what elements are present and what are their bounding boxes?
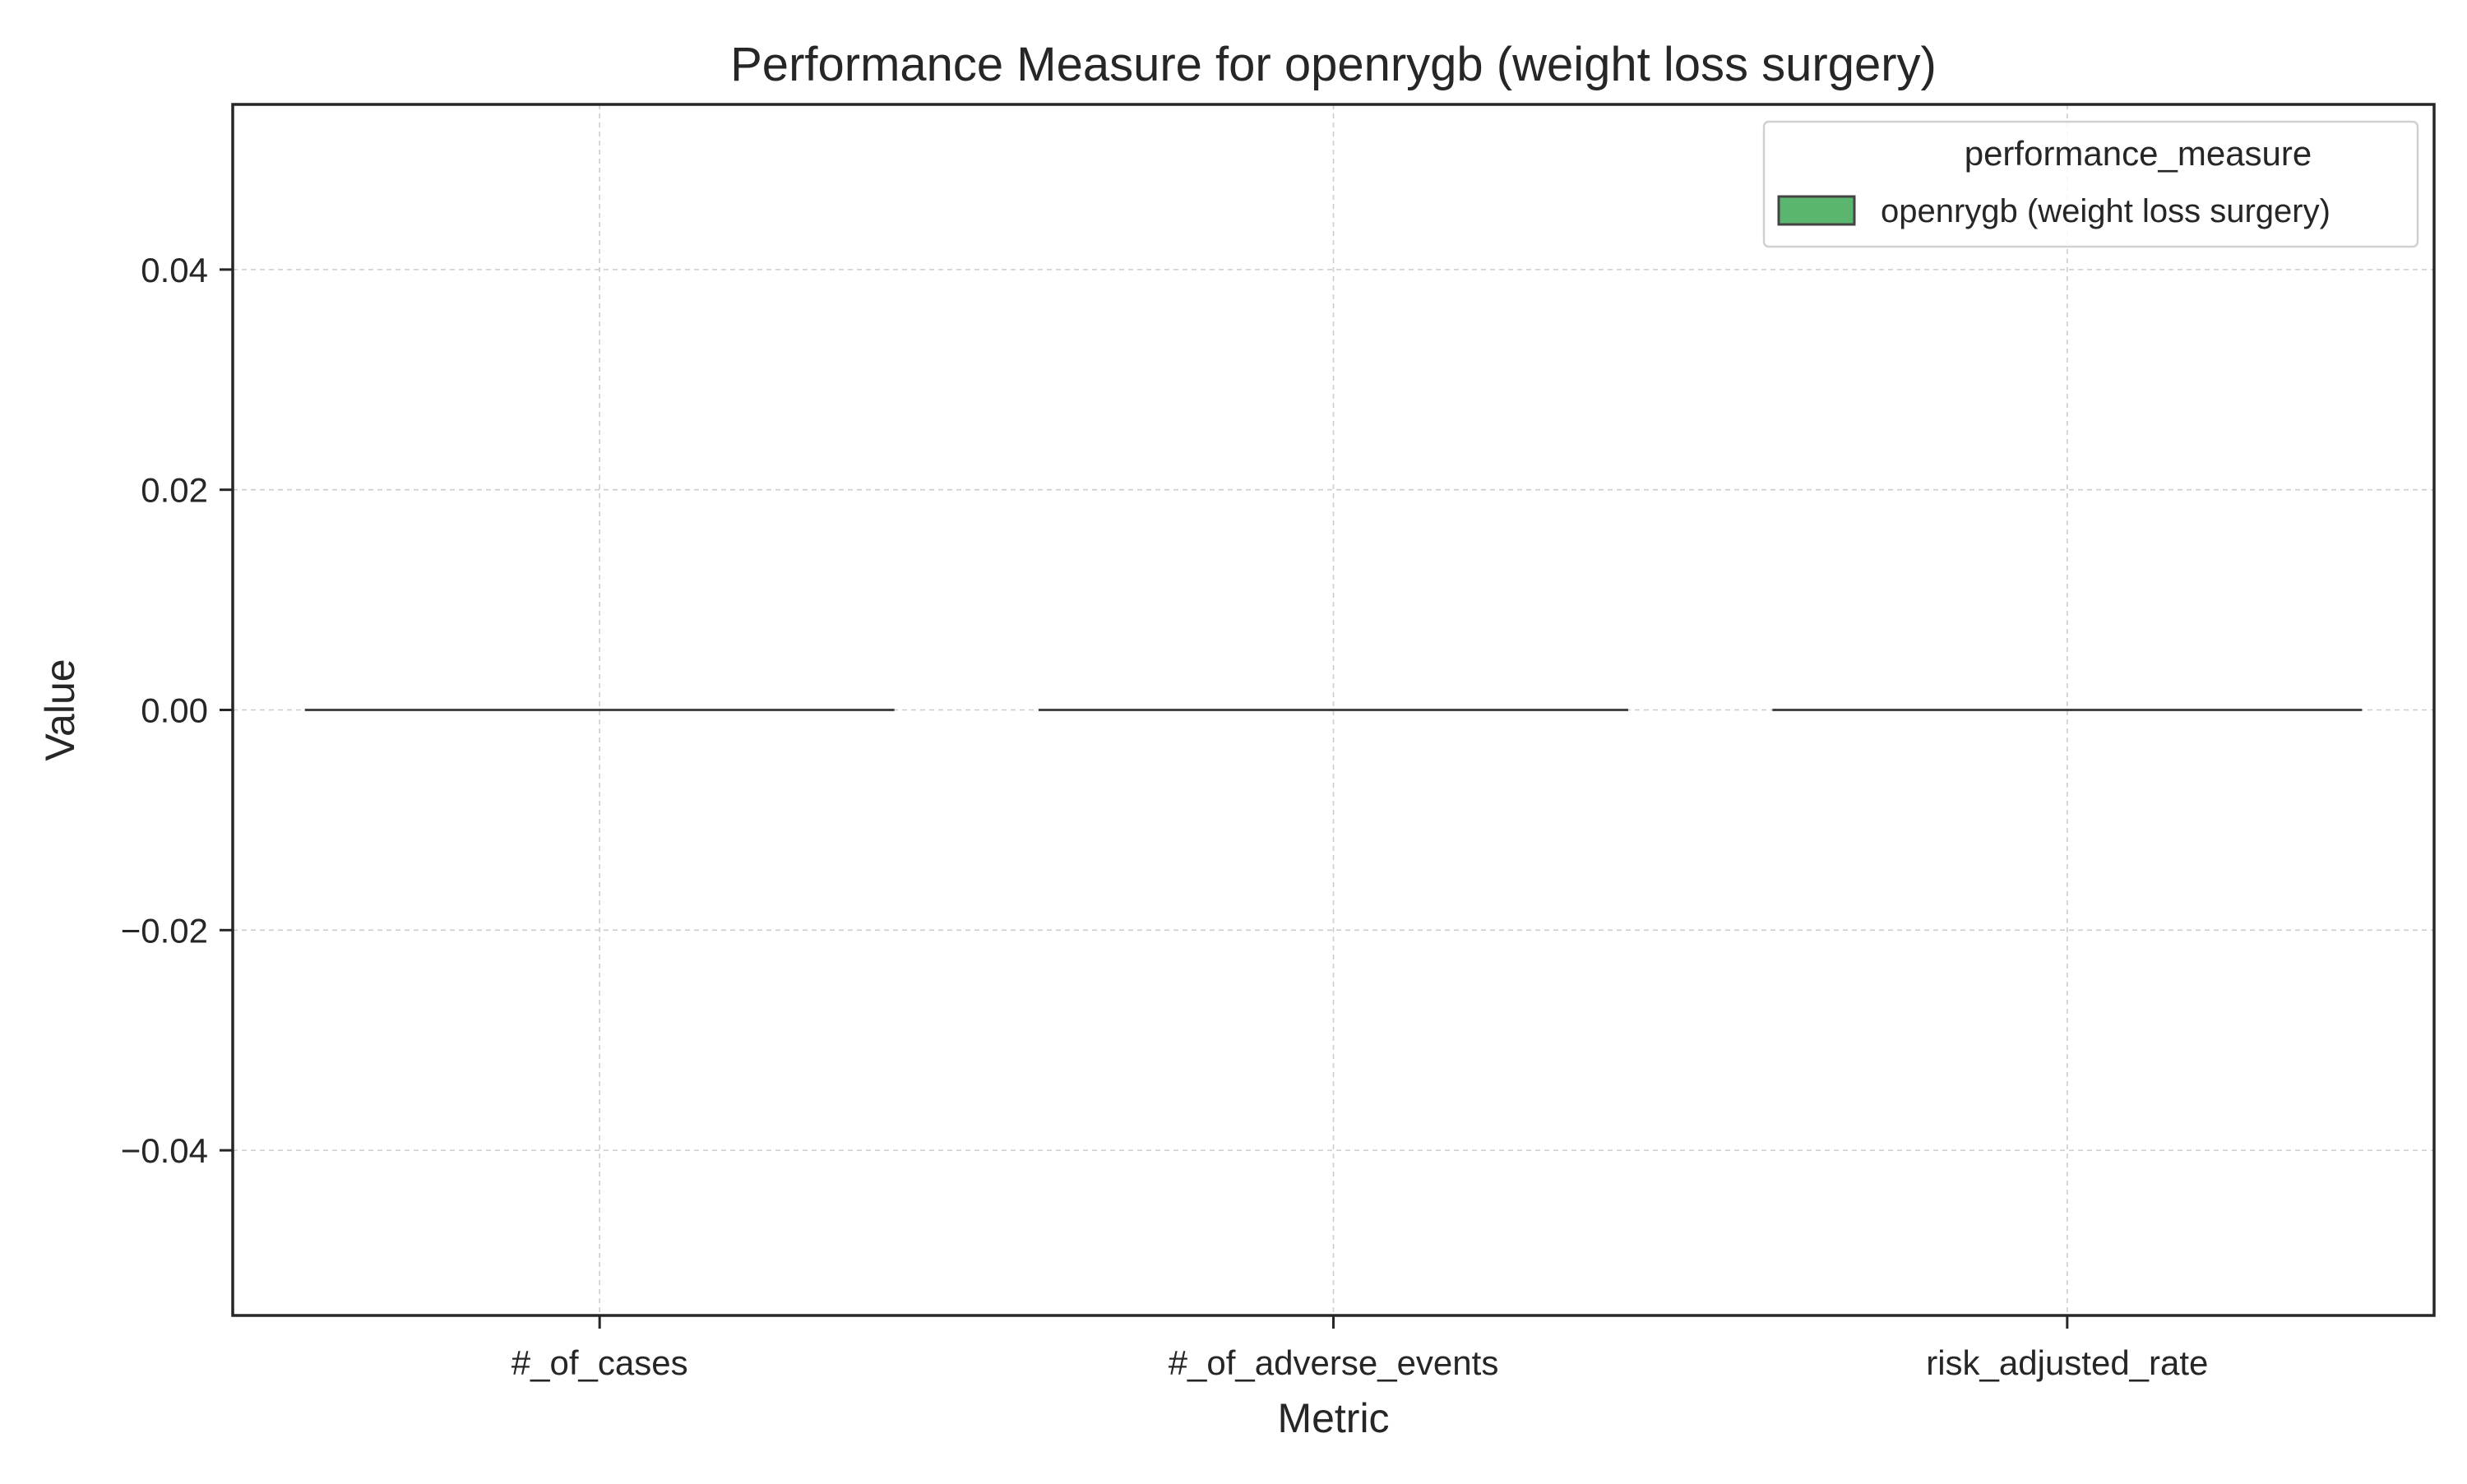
legend: performance_measure openrygb (weight los…: [1764, 122, 2418, 247]
x-axis-title: Metric: [1277, 1395, 1389, 1441]
legend-title: performance_measure: [1965, 134, 2312, 173]
x-tick-label: #_of_cases: [511, 1343, 688, 1382]
y-tick-label: 0.04: [141, 251, 208, 289]
y-tick-label: 0.02: [141, 471, 208, 510]
x-tick-label: risk_adjusted_rate: [1926, 1343, 2208, 1382]
y-tick-label: −0.04: [121, 1131, 208, 1170]
legend-swatch: [1779, 196, 1854, 224]
chart-title: Performance Measure for openrygb (weight…: [730, 38, 1937, 91]
ticks-layer: 0.04 0.02 0.00 −0.02 −0.04 #_of_cases #_of_adv…: [121, 251, 2209, 1382]
y-tick-label: −0.02: [121, 911, 208, 950]
legend-entry-label: openrygb (weight loss surgery): [1881, 193, 2330, 229]
y-tick-label: 0.00: [141, 691, 208, 730]
y-axis-title: Value: [37, 659, 83, 760]
x-tick-label: #_of_adverse_events: [1169, 1343, 1499, 1382]
